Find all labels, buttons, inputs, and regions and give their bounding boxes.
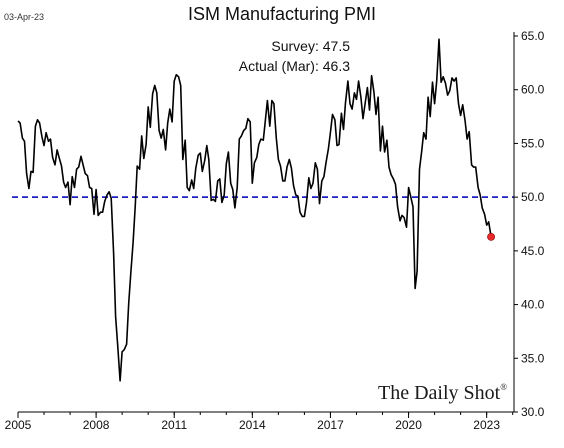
survey-annotation: Survey: 47.5 bbox=[271, 38, 350, 54]
actual-annotation: Actual (Mar): 46.3 bbox=[239, 58, 350, 74]
x-tick-label: 2008 bbox=[83, 418, 110, 432]
survey-label: Survey: bbox=[271, 38, 319, 54]
watermark-text: The Daily Shot bbox=[378, 382, 501, 404]
x-tick-label: 2011 bbox=[161, 418, 187, 432]
y-tick-label: 50.0 bbox=[521, 190, 545, 204]
survey-value: 47.5 bbox=[322, 38, 350, 54]
x-tick-label: 2017 bbox=[317, 418, 344, 432]
y-tick-label: 65.0 bbox=[521, 29, 545, 43]
actual-value: 46.3 bbox=[322, 58, 350, 74]
x-tick-label: 2020 bbox=[395, 418, 422, 432]
y-tick-label: 30.0 bbox=[521, 405, 545, 419]
latest-value-marker bbox=[487, 232, 495, 241]
chart-title: ISM Manufacturing PMI bbox=[187, 4, 377, 24]
series-line bbox=[17, 38, 492, 382]
registered-mark: ® bbox=[500, 382, 508, 392]
y-tick-label: 40.0 bbox=[521, 298, 545, 312]
y-tick-label: 55.0 bbox=[521, 136, 545, 150]
x-tick-label: 2023 bbox=[473, 418, 500, 432]
y-tick-label: 60.0 bbox=[521, 83, 545, 97]
x-tick-label: 2014 bbox=[239, 418, 266, 432]
date-stamp: 03-Apr-23 bbox=[4, 12, 45, 22]
watermark-logo: The Daily Shot® bbox=[378, 382, 507, 405]
actual-label: Actual (Mar): bbox=[238, 58, 319, 74]
y-tick-label: 45.0 bbox=[521, 244, 545, 258]
x-tick-label: 2005 bbox=[5, 418, 32, 432]
y-tick-label: 35.0 bbox=[521, 351, 545, 365]
